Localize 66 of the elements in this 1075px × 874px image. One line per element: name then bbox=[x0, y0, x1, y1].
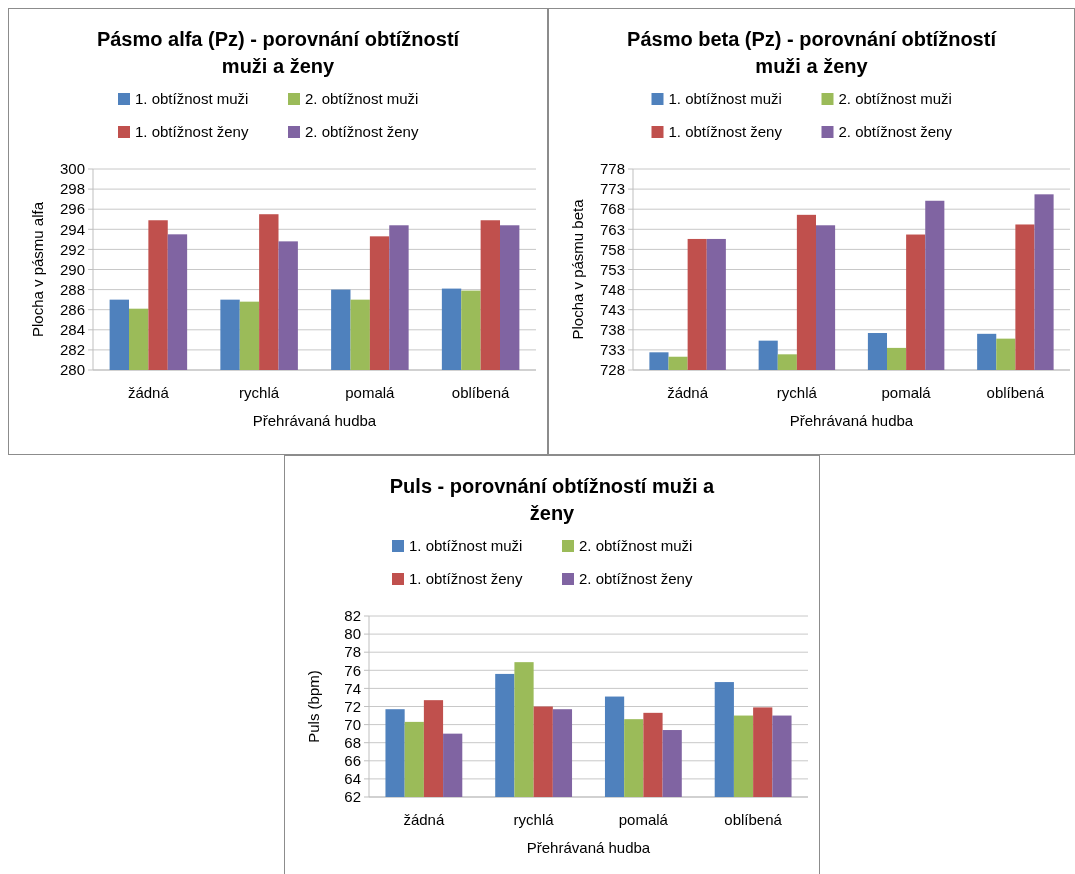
y-tick-label: 778 bbox=[599, 160, 625, 178]
y-tick-label: 298 bbox=[59, 180, 85, 198]
x-tick-label: oblíbená bbox=[724, 811, 783, 828]
legend-label: 1. obtížnost ženy bbox=[668, 123, 783, 140]
y-tick-label: 78 bbox=[344, 643, 361, 661]
y-tick-label: 294 bbox=[59, 220, 85, 238]
y-axis-title: Puls (bpm) bbox=[305, 670, 322, 743]
x-tick-label: žádná bbox=[667, 384, 709, 401]
y-tick-label: 758 bbox=[599, 240, 625, 258]
x-tick-label: oblíbená bbox=[451, 384, 511, 401]
x-tick-label: pomalá bbox=[881, 384, 932, 401]
y-tick-label: 753 bbox=[599, 260, 625, 278]
y-tick-label: 284 bbox=[59, 321, 85, 339]
y-tick-label: 282 bbox=[59, 341, 85, 359]
y-tick-label: 296 bbox=[59, 200, 85, 218]
y-tick-label: 72 bbox=[344, 697, 361, 715]
chart-title: Pásmo beta (Pz) - porovnání obtížností muži a ženy bbox=[627, 28, 998, 77]
y-tick-label: 733 bbox=[599, 341, 625, 359]
legend-label: 2. obtížnost muži bbox=[305, 90, 419, 107]
x-tick-label: žádná bbox=[403, 811, 445, 828]
chart-title: Puls - porovnání obtížností muži a ženy bbox=[389, 475, 716, 524]
y-tick-label: 74 bbox=[344, 679, 361, 697]
y-axis-title: Plocha v pásmu beta bbox=[569, 198, 586, 340]
x-tick-label: rychlá bbox=[513, 811, 555, 828]
legend-label: 1. obtížnost muži bbox=[135, 90, 249, 107]
y-tick-label: 292 bbox=[59, 240, 85, 258]
y-tick-label: 728 bbox=[599, 361, 625, 379]
legend-label: 2. obtížnost ženy bbox=[579, 570, 693, 587]
chart-title: Pásmo alfa (Pz) - porovnání obtížností muži a ženy bbox=[96, 28, 461, 77]
y-tick-label: 763 bbox=[599, 220, 625, 238]
x-axis-title: Přehrávaná hudba bbox=[252, 412, 377, 429]
x-tick-label: rychlá bbox=[776, 384, 818, 401]
x-tick-label: pomalá bbox=[618, 811, 669, 828]
legend-label: 1. obtížnost muži bbox=[668, 90, 782, 107]
y-tick-label: 280 bbox=[59, 361, 85, 379]
y-tick-label: 286 bbox=[59, 300, 85, 318]
x-tick-label: oblíbená bbox=[986, 384, 1045, 401]
y-tick-label: 82 bbox=[344, 607, 361, 625]
y-tick-label: 300 bbox=[59, 160, 85, 178]
y-tick-label: 743 bbox=[599, 300, 625, 318]
y-tick-label: 288 bbox=[59, 280, 85, 298]
x-axis-title: Přehrávaná hudba bbox=[526, 839, 651, 856]
y-tick-label: 768 bbox=[599, 200, 625, 218]
legend-label: 2. obtížnost ženy bbox=[838, 123, 953, 140]
y-tick-label: 66 bbox=[344, 752, 361, 770]
x-axis-title: Přehrávaná hudba bbox=[789, 412, 914, 429]
y-tick-label: 738 bbox=[599, 321, 625, 339]
x-tick-label: rychlá bbox=[239, 384, 280, 401]
y-tick-label: 80 bbox=[344, 625, 361, 643]
y-tick-label: 64 bbox=[344, 770, 361, 788]
legend-label: 2. obtížnost muži bbox=[579, 537, 693, 554]
y-tick-label: 68 bbox=[344, 733, 361, 751]
y-tick-label: 76 bbox=[344, 661, 361, 679]
y-tick-label: 748 bbox=[599, 280, 625, 298]
y-tick-label: 70 bbox=[344, 715, 361, 733]
legend-label: 1. obtížnost ženy bbox=[135, 123, 249, 140]
legend-label: 2. obtížnost ženy bbox=[305, 123, 419, 140]
y-tick-label: 773 bbox=[599, 180, 625, 198]
legend-label: 1. obtížnost muži bbox=[409, 537, 523, 554]
y-tick-label: 62 bbox=[344, 788, 361, 806]
y-axis-title: Plocha v pásmu alfa bbox=[29, 201, 46, 338]
legend-label: 2. obtížnost muži bbox=[838, 90, 952, 107]
x-tick-label: žádná bbox=[127, 384, 170, 401]
x-tick-label: pomalá bbox=[345, 384, 396, 401]
y-tick-label: 290 bbox=[59, 260, 85, 278]
legend-label: 1. obtížnost ženy bbox=[409, 570, 523, 587]
